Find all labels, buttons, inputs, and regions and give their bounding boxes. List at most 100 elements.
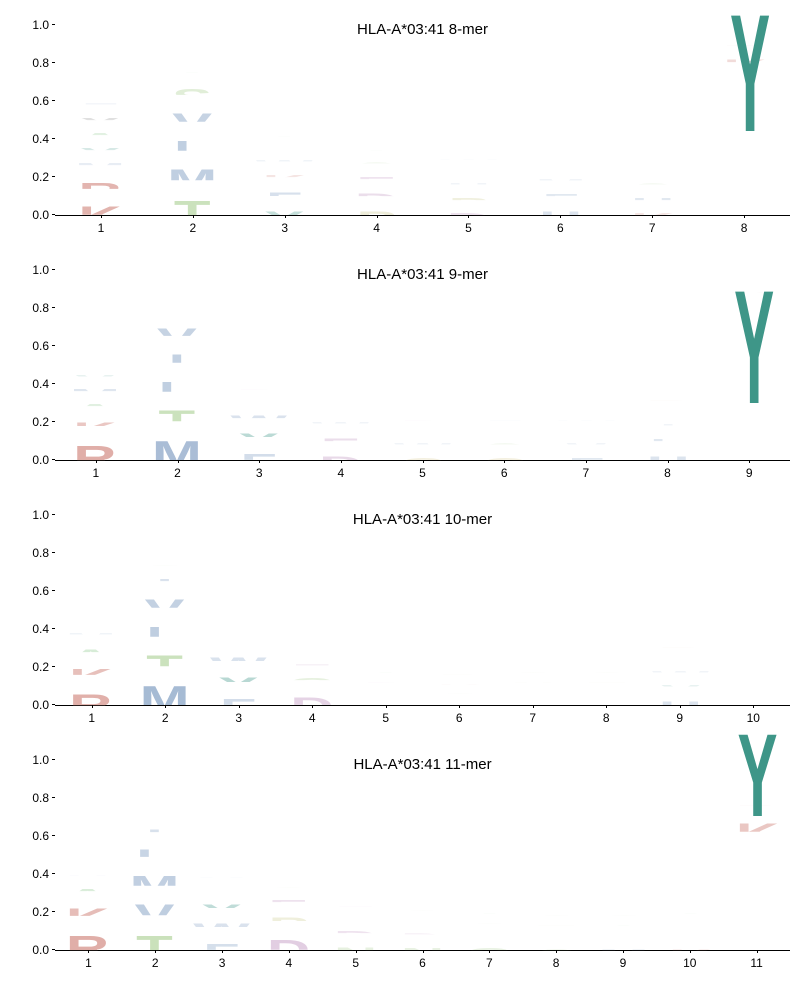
logo-letter: G [390,919,455,921]
y-tick-label: 0.0 [32,698,49,712]
logo-letter: R [628,399,708,401]
y-tick-label: 0.6 [32,829,49,843]
x-tick-label: 5 [465,221,472,235]
logo-letter: M [129,681,201,705]
position-column: STAG [524,750,589,950]
x-tick-label: 2 [174,466,181,480]
logo-letter: Y [718,268,790,705]
y-tick-label: 0.4 [32,622,49,636]
x-tick-label: 6 [419,956,426,970]
y-tick-label: 0.8 [32,56,49,70]
x-tick-label: 7 [486,956,493,970]
logo-letter: Y [55,146,145,150]
logo-letter: W [516,165,606,167]
logo-letter: Y [219,431,299,437]
position-column: PYQHK [608,15,698,215]
panel-title: HLA-A*03:41 10-mer [353,511,492,528]
y-tick-label: 0.8 [32,301,49,315]
position-column: MWYF [202,505,274,705]
logo-letter: I [129,577,201,581]
logo-panel: HLA-A*03:41 10-mer0.00.20.40.60.81.0SMAK… [10,500,790,730]
y-tick-label: 0.6 [32,94,49,108]
position-column: RKWYH [645,505,717,705]
x-tick-label: 10 [683,956,696,970]
logo-letter: M [516,178,606,181]
position-column: ILMVT [122,750,187,950]
position-column: RKY [725,750,790,950]
position-column: FXAYMRK [55,15,145,215]
logo-letter: A [55,647,127,652]
columns: SMAKRSIVLTMMWYFPEGDADPGPKGASNCGSTGFRKWYH… [55,505,790,705]
logo-letter: L [122,846,187,856]
logo-letter: E [276,662,348,665]
logo-letter: W [301,421,381,424]
x-tick-label: 7 [529,711,536,725]
logo-letter: N [497,681,569,683]
logo-letter: E [256,899,321,903]
x-tick-label: 9 [620,956,627,970]
x-tick-label: 2 [152,956,159,970]
logo-letter: T [122,930,187,950]
x-axis: 123456789 [55,460,790,482]
logo-letter: L [137,378,217,392]
logo-letter: X [55,116,145,120]
logo-letter: D [276,695,348,705]
x-tick-label: 5 [419,466,426,480]
logo-letter: V [137,326,217,336]
position-column: QGDN [390,750,455,950]
logo-letter: M [55,162,145,166]
logo-letter: Y [202,675,274,682]
logo-letter: F [464,419,544,421]
logo-letter: K [189,887,254,889]
position-column: SMAKR [55,505,127,705]
logo-letter: F [516,192,606,196]
plot-area: HLA-A*03:41 9-mer0.00.20.40.60.81.0SYMAK… [55,260,790,461]
logo-letter: M [122,872,187,886]
logo-letter: D [383,419,463,421]
x-tick-label: 1 [88,711,95,725]
position-column: SIVLTM [129,505,201,705]
position-column: AGRK [658,750,723,950]
x-tick-label: 9 [676,711,683,725]
logo-letter: P [383,429,463,431]
logo-letter: S [55,619,127,621]
position-column: WEHPD [424,15,514,215]
logo-letter: D [350,681,422,683]
logo-letter: L [591,935,656,937]
logo-letter: A [524,935,589,937]
logo-letter: A [239,135,329,137]
y-tick-label: 0.8 [32,546,49,560]
logo-letter: M [202,640,274,642]
y-tick-label: 0.8 [32,791,49,805]
logo-letter: D [256,936,321,950]
logo-letter: R [55,180,145,189]
position-column: EGDN [323,750,388,950]
logo-letter: G [591,914,656,916]
x-tick-label: 4 [373,221,380,235]
logo-letter: M [147,165,237,180]
y-tick-label: 0.0 [32,453,49,467]
x-tick-label: 2 [162,711,169,725]
logo-letter: R [658,935,723,937]
logo-letter: P [276,650,348,652]
logo-letter: Y [725,718,790,950]
logo-letter: R [55,690,127,705]
logo-letter: A [331,149,421,151]
position-column: STGF [571,505,643,705]
position-column: LWMFH [516,15,606,215]
x-axis: 1234567891011 [55,950,790,972]
y-tick-label: 0.0 [32,208,49,222]
logo-letter: A [147,71,237,73]
logo-letter: T [524,924,589,926]
x-tick-label: 8 [603,711,610,725]
position-column: ASVLMT [147,15,237,215]
x-axis: 12345678910 [55,705,790,727]
logo-letter: S [147,86,237,95]
logo-letter: K [55,420,135,426]
logo-letter: K [55,905,120,915]
position-column: SNCG [497,505,569,705]
y-tick-label: 1.0 [32,263,49,277]
x-tick-label: 6 [557,221,564,235]
logo-letter: V [546,442,626,445]
logo-letter: T [129,651,201,666]
